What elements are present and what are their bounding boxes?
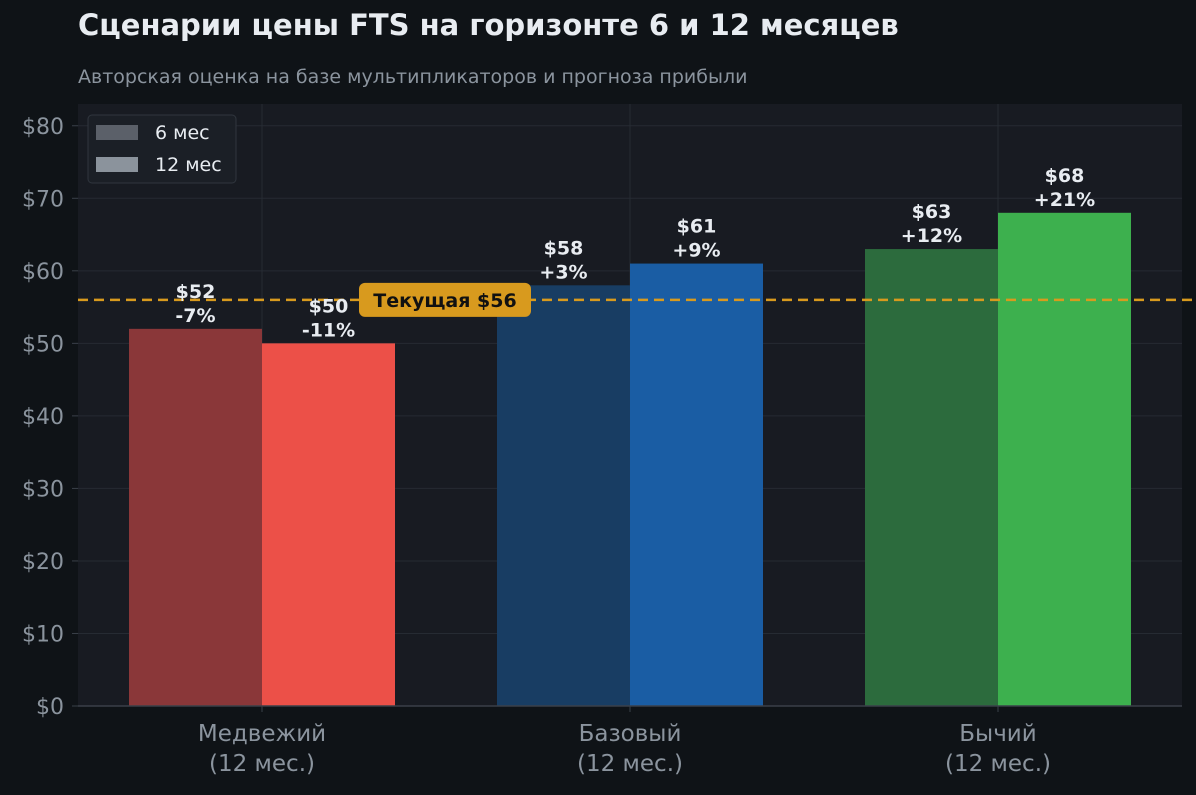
y-tick-label: $80	[22, 115, 64, 140]
bar-value-label: $68	[1045, 165, 1085, 187]
bar-change-label: -7%	[175, 305, 215, 327]
bar-change-label: +3%	[539, 261, 587, 283]
category-sublabel: (12 мес.)	[209, 751, 315, 777]
y-tick-label: $10	[22, 622, 64, 647]
legend-label: 6 мес	[155, 122, 210, 144]
bar-value-label: $63	[912, 201, 952, 223]
category-sublabel: (12 мес.)	[945, 751, 1051, 777]
bar-change-label: +12%	[901, 225, 962, 247]
bar	[998, 212, 1131, 707]
y-tick-label: $70	[22, 187, 64, 212]
bar-value-label: $50	[309, 295, 349, 317]
chart-title: Сценарии цены FTS на горизонте 6 и 12 ме…	[78, 8, 899, 42]
legend-swatch	[96, 125, 138, 140]
bar	[865, 249, 998, 706]
bar	[630, 263, 763, 706]
chart-subtitle: Авторская оценка на базе мультипликаторо…	[78, 66, 748, 88]
bar-value-label: $52	[176, 281, 216, 303]
bar-change-label: +21%	[1034, 189, 1095, 211]
y-tick-label: $30	[22, 477, 64, 502]
category-sublabel: (12 мес.)	[577, 751, 683, 777]
bar-value-label: $61	[677, 216, 717, 238]
legend-swatch	[96, 157, 138, 172]
legend-label: 12 мес	[155, 154, 222, 176]
bar-value-label: $58	[544, 237, 584, 259]
category-label: Медвежий	[198, 721, 326, 747]
bar	[129, 328, 262, 706]
y-tick-label: $60	[22, 260, 64, 285]
y-tick-label: $20	[22, 550, 64, 575]
category-label: Базовый	[579, 721, 682, 747]
bar-change-label: +9%	[672, 240, 720, 262]
category-label: Бычий	[959, 721, 1036, 747]
bar	[497, 285, 630, 706]
y-tick-label: $0	[36, 695, 64, 720]
reference-label: Текущая $56	[373, 290, 516, 312]
y-tick-label: $40	[22, 405, 64, 430]
y-tick-label: $50	[22, 332, 64, 357]
bar	[262, 343, 395, 706]
reference-label-box	[359, 282, 531, 317]
bar-change-label: -11%	[302, 319, 355, 341]
